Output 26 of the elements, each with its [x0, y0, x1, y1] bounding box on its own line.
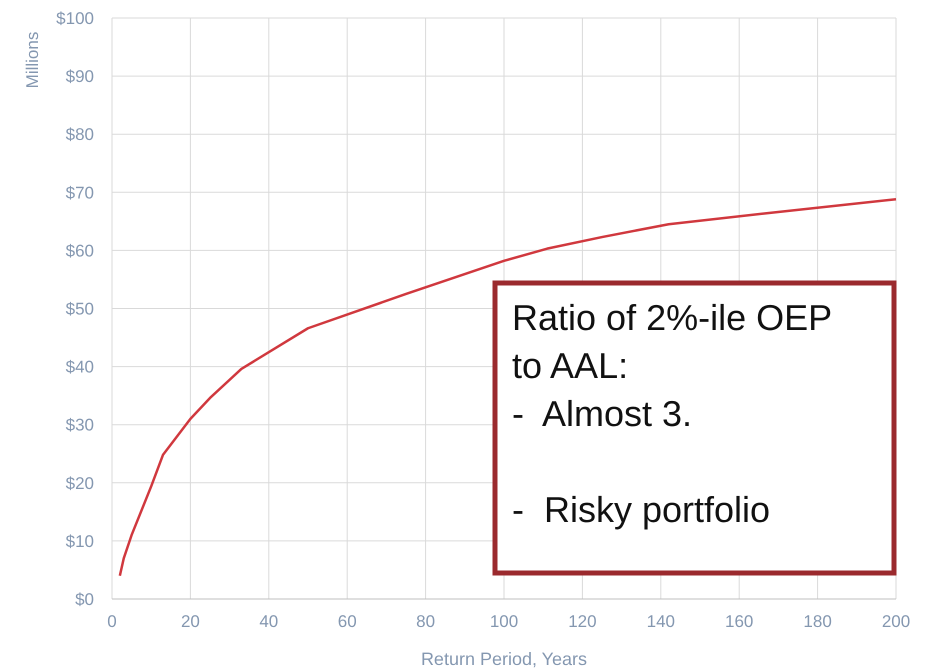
x-tick-label: 20 [180, 612, 200, 631]
x-tick-label: 0 [107, 612, 117, 631]
y-tick-label: $20 [66, 474, 94, 493]
y-tick-label: $40 [66, 358, 94, 377]
line-series [118, 198, 898, 578]
x-tick-label: 160 [725, 612, 754, 631]
y-tick-label: $100 [56, 9, 94, 28]
y-tick-label: $90 [66, 67, 94, 86]
x-tick-label: 80 [416, 612, 436, 631]
y-tick-label: $30 [66, 416, 94, 435]
y-tick-label: $50 [66, 300, 94, 318]
y-tick-label: $60 [66, 241, 94, 260]
text: Ratio of 2%-ile OEP to AAL: - Almost 3. - Risky portfolio [512, 297, 832, 530]
y-tick-label: $10 [66, 532, 94, 551]
y-axis-title: Millions [23, 32, 42, 88]
x-tick-label: 180 [803, 612, 832, 631]
y-tick-label: $70 [66, 183, 94, 202]
y-tick-label: $0 [75, 590, 94, 609]
x-tick-label: 100 [490, 612, 518, 631]
y-tick-label: $80 [66, 125, 94, 144]
x-tick-label: 200 [882, 612, 910, 631]
x-axis-title: Return Period, Years [420, 649, 588, 669]
x-tick-label: 60 [338, 612, 357, 631]
x-tick-label: 120 [568, 612, 597, 631]
x-tick-label: 140 [646, 612, 675, 631]
x-tick-label: 40 [259, 612, 278, 631]
